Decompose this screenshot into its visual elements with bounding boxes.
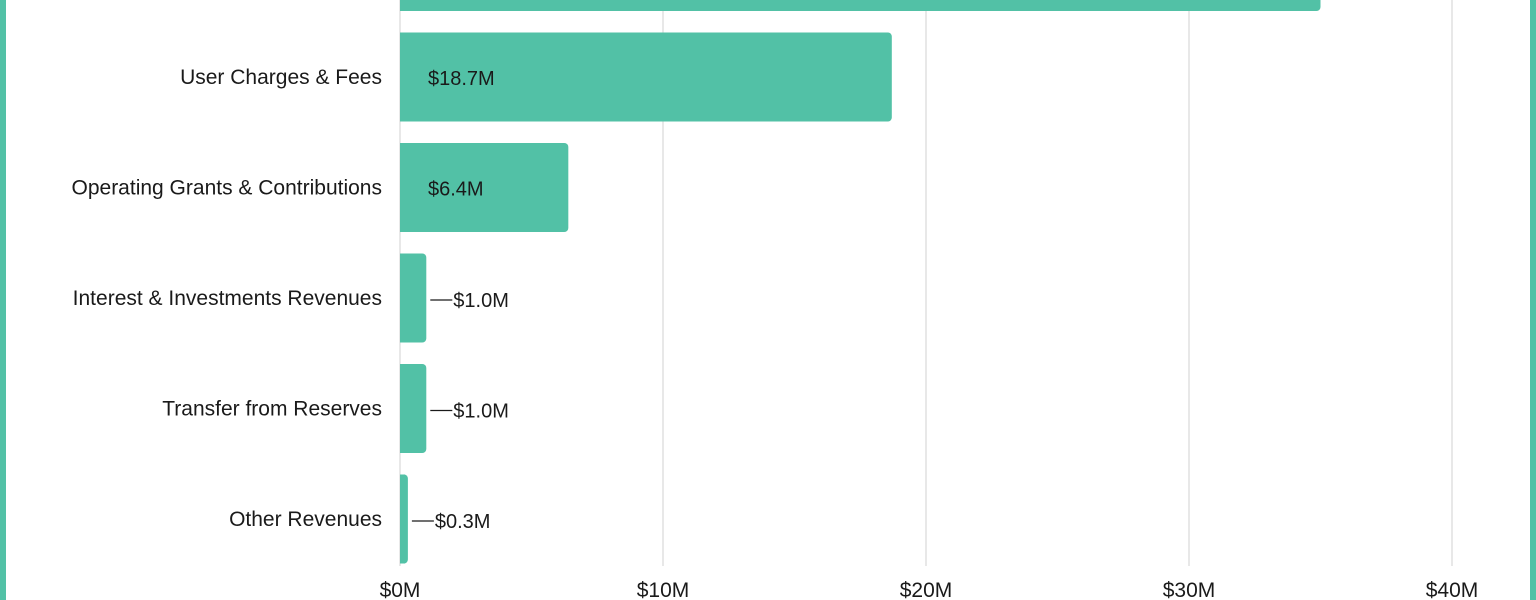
bar bbox=[400, 253, 427, 343]
category-label: Operating Grants & Contributions bbox=[72, 177, 383, 200]
x-tick-label: $30M bbox=[1163, 579, 1216, 600]
data-label: $1.0M bbox=[453, 290, 509, 312]
category-label: Interest & Investments Revenues bbox=[73, 287, 382, 310]
labels: $0M $10M $20M $30M $40M User Charges & Fees $1… bbox=[72, 66, 1479, 600]
data-label: $1.0M bbox=[453, 401, 509, 423]
bar bbox=[400, 32, 892, 122]
bar bbox=[400, 0, 1321, 11]
revenue-bar-chart: $0M $10M $20M $30M $40M User Charges & Fees $1… bbox=[72, 0, 1479, 600]
data-label: $6.4M bbox=[428, 179, 484, 201]
bar bbox=[400, 143, 569, 232]
bar bbox=[400, 364, 427, 453]
bar-base bbox=[400, 474, 405, 564]
bar-base bbox=[400, 143, 405, 232]
x-tick-label: $40M bbox=[1426, 579, 1479, 600]
bar-base bbox=[400, 253, 405, 343]
bar-base bbox=[400, 0, 405, 11]
bars bbox=[400, 0, 1321, 564]
x-tick-label: $0M bbox=[380, 579, 421, 600]
x-tick-label: $10M bbox=[637, 579, 690, 600]
data-label: $0.3M bbox=[435, 511, 491, 533]
data-label: $18.7M bbox=[428, 68, 495, 90]
category-label: Transfer from Reserves bbox=[162, 398, 382, 421]
bar-base bbox=[400, 32, 405, 122]
x-tick-label: $20M bbox=[900, 579, 953, 600]
category-label: Other Revenues bbox=[229, 508, 382, 531]
category-label: User Charges & Fees bbox=[180, 66, 382, 89]
bar-base bbox=[400, 364, 405, 453]
